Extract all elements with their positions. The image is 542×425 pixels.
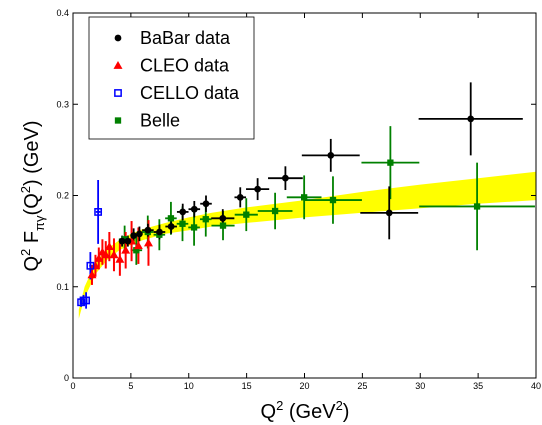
x-tick-label: 20 [299, 381, 309, 391]
y-tick-label: 0.4 [56, 8, 69, 18]
legend: BaBar data CLEO data CELLO data Belle [88, 16, 255, 140]
babar-data-point [118, 237, 126, 245]
babar-data-point [190, 205, 198, 213]
belle-point [387, 159, 394, 166]
belle-point [329, 196, 337, 204]
belle-point [219, 222, 227, 229]
legend-label-cello-data: CELLO data [140, 83, 240, 103]
legend-label-cleo-data: CLEO data [140, 56, 230, 76]
legend-marker-belle [114, 117, 122, 124]
tick-layer: 0 5 10 15 20 25 30 35 40 0 0.1 0.2 0.3 0.4 [56, 8, 541, 391]
babar-data-point [254, 185, 261, 193]
belle-point [167, 215, 175, 222]
cleo-data-point [94, 253, 104, 262]
cello-data-point [86, 261, 95, 270]
belle-point [473, 203, 481, 210]
babar-data-point [236, 193, 244, 201]
cleo-data-point [87, 270, 97, 279]
babar-data-point [179, 208, 187, 216]
x-tick-label: 35 [473, 381, 483, 391]
legend-label-belle: Belle [140, 111, 180, 131]
cleo-data-point [104, 242, 114, 250]
cleo-data-point [121, 245, 131, 254]
cello-data-point [82, 296, 90, 305]
x-tick-label: 40 [531, 381, 541, 391]
x-axis-label: Q2 (GeV2) [261, 398, 350, 423]
theory-band [78, 171, 537, 319]
y-tick-label: 0.3 [56, 99, 69, 109]
belle-point [190, 224, 198, 231]
x-tick-label: 15 [242, 381, 252, 391]
cleo-data-point [101, 250, 111, 259]
y-tick-label: 0.1 [56, 282, 69, 292]
x-tick-label: 5 [128, 381, 133, 391]
marker-layer [77, 115, 481, 307]
babar-data-point [202, 200, 210, 208]
x-tick-label: 0 [70, 381, 75, 391]
babar-data-point [282, 174, 289, 182]
legend-label-babar-data: BaBar data [140, 28, 231, 48]
babar-data-point [124, 237, 132, 245]
y-tick-label: 0.2 [56, 191, 69, 201]
babar-data-point [167, 223, 175, 230]
cello-data-point [94, 208, 103, 216]
legend-marker-babar-data [114, 34, 122, 42]
cleo-data-point [109, 250, 119, 259]
cleo-data-point [133, 241, 143, 250]
x-tick-label: 30 [415, 381, 425, 391]
y-axis-label: Q2 Fπγ(Q2) (GeV) [18, 120, 47, 271]
belle-point [133, 247, 140, 254]
legend-marker-cleo-data [113, 61, 123, 69]
belle-point [202, 216, 209, 223]
cleo-data-point [115, 254, 125, 263]
belle-point [243, 211, 250, 218]
babar-data-point [156, 228, 163, 236]
belle-point [271, 207, 279, 215]
legend-marker-cello-data [114, 89, 122, 97]
cleo-data-point [143, 238, 153, 247]
x-tick-label: 25 [357, 381, 367, 391]
babar-data-point [136, 230, 143, 238]
babar-data-point [327, 151, 335, 159]
babar-data-point [219, 214, 227, 222]
x-tick-label: 10 [184, 381, 194, 391]
babar-data-point [144, 226, 152, 234]
babar-data-point [130, 232, 138, 240]
babar-data-point [467, 115, 475, 123]
babar-data-point [385, 209, 393, 217]
band-layer [78, 171, 537, 319]
belle-point [301, 194, 308, 201]
belle-point [179, 220, 186, 227]
y-tick-label: 0 [64, 373, 69, 383]
